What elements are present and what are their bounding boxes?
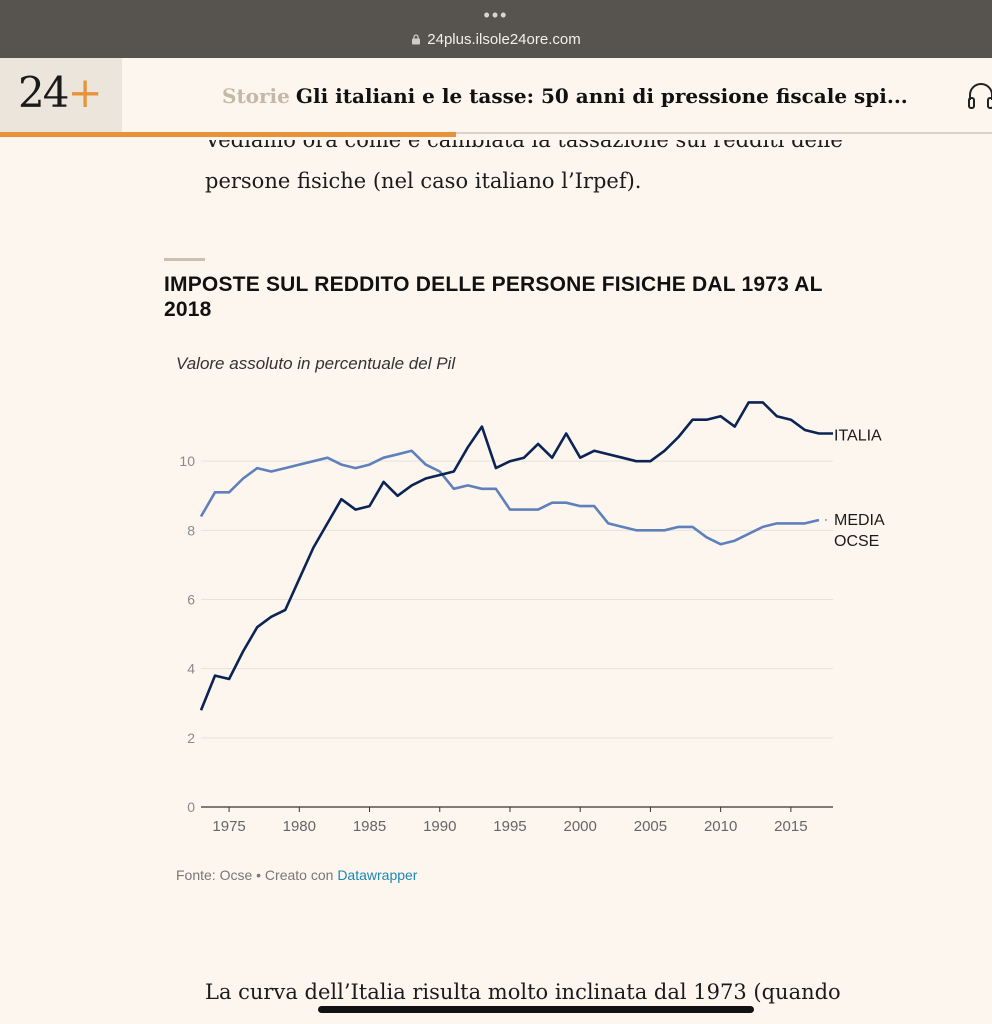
lock-icon xyxy=(412,34,421,45)
browser-toolbar: ••• 24plus.ilsole24ore.com xyxy=(0,0,992,58)
address-bar[interactable]: 24plus.ilsole24ore.com xyxy=(0,31,992,48)
series-line-media-ocse xyxy=(199,449,820,546)
y-tick-label: 4 xyxy=(187,661,195,677)
article-title: Gli italiani e le tasse: 50 anni di pres… xyxy=(295,84,908,108)
url-text: 24plus.ilsole24ore.com xyxy=(427,31,581,48)
y-tick-label: 6 xyxy=(187,592,195,608)
article-paragraph-next: La curva dell’Italia risulta molto incli… xyxy=(205,980,841,1004)
reading-progress-bar xyxy=(0,132,457,137)
article-header-title: Storie Gli italiani e le tasse: 50 anni d… xyxy=(222,84,908,108)
x-tick-label: 1990 xyxy=(423,818,456,835)
headphones-icon[interactable] xyxy=(967,80,992,110)
series-label: OCSE xyxy=(834,533,879,550)
section-label[interactable]: Storie xyxy=(222,84,290,108)
site-header: 24+ Storie Gli italiani e le tasse: 50 an… xyxy=(0,58,992,135)
logo-text: 24 xyxy=(18,68,69,117)
series-line-italia xyxy=(199,401,833,711)
article-paragraph: Vediamo ora come è cambiata la tassazion… xyxy=(205,128,843,193)
y-tick-label: 8 xyxy=(187,522,195,538)
series-label: ITALIA xyxy=(834,428,882,445)
x-tick-label: 2000 xyxy=(564,818,597,835)
x-tick-label: 2010 xyxy=(704,818,737,835)
logo[interactable]: 24+ xyxy=(0,58,122,132)
x-tick-label: 1980 xyxy=(283,818,316,835)
source-text: Fonte: Ocse • Creato con xyxy=(176,867,338,883)
line-chart: 0 2 4 6 8 10 1975 1980 1985 1990 1995 2000 2005 2010 2… xyxy=(179,401,885,835)
datawrapper-link[interactable]: Datawrapper xyxy=(337,867,418,883)
reading-progress-track xyxy=(0,132,992,134)
x-tick-label: 1985 xyxy=(353,818,386,835)
chart-title: IMPOSTE SUL REDDITO DELLE PERSONE FISICH… xyxy=(164,273,823,321)
chart-source: Fonte: Ocse • Creato con Datawrapper xyxy=(176,867,417,883)
logo-plus: + xyxy=(67,68,102,117)
y-tick-label: 0 xyxy=(187,799,195,815)
chart-divider xyxy=(164,258,205,261)
tab-overflow-dots[interactable]: ••• xyxy=(483,5,509,25)
x-tick-label: 1995 xyxy=(493,818,526,835)
series-label: MEDIA xyxy=(834,512,885,529)
x-tick-label: 2015 xyxy=(774,818,807,835)
chart-subtitle: Valore assoluto in percentuale del Pil xyxy=(176,354,456,373)
home-indicator[interactable] xyxy=(318,1006,754,1013)
y-tick-label: 10 xyxy=(179,453,195,469)
y-tick-label: 2 xyxy=(187,730,195,746)
x-tick-label: 2005 xyxy=(634,818,667,835)
x-tick-label: 1975 xyxy=(212,818,245,835)
